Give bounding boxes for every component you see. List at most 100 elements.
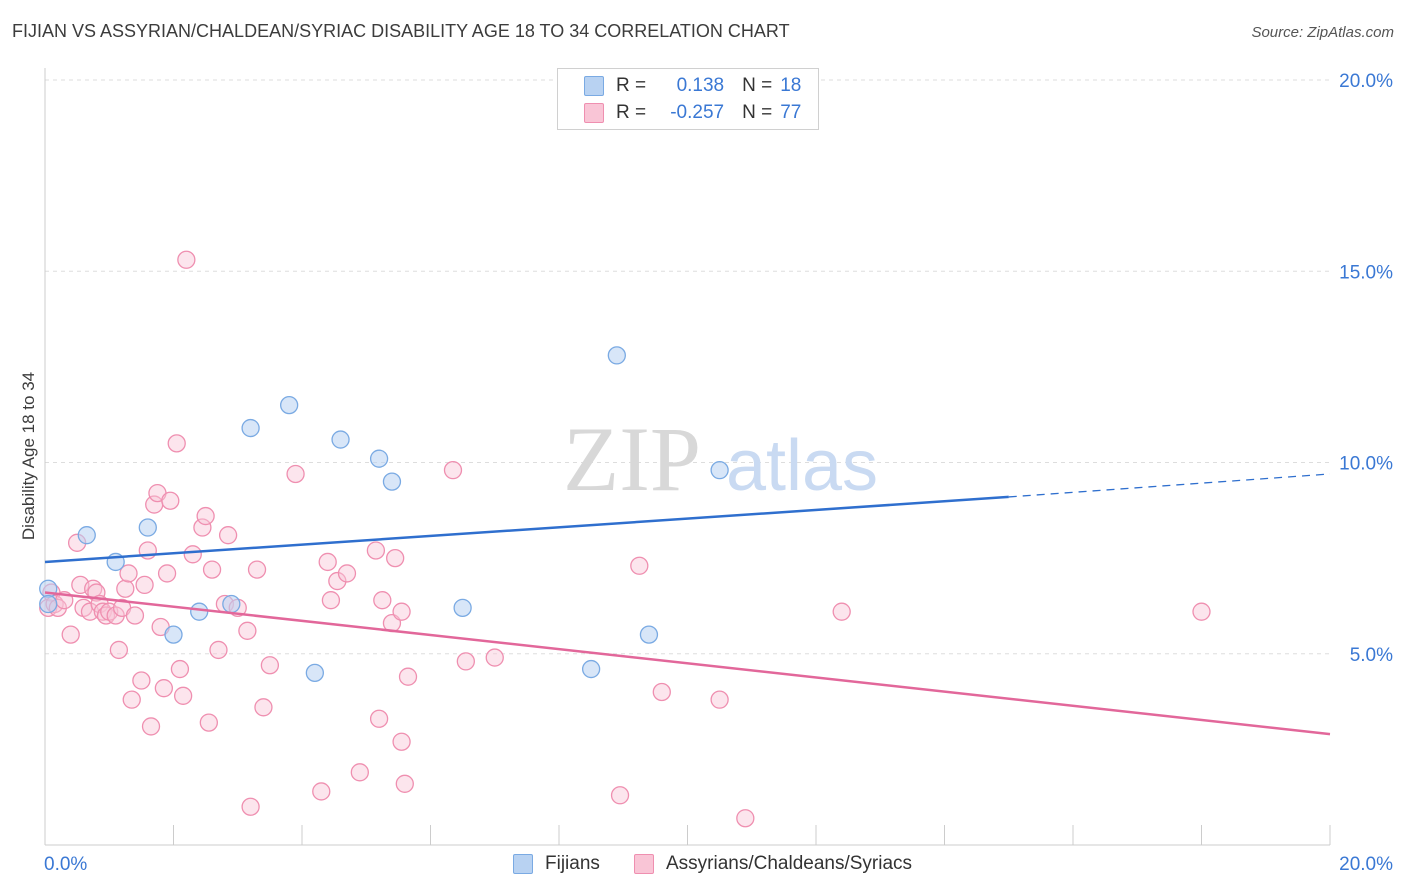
legend-item-fijians[interactable]: Fijians [513,850,600,878]
assyrian-point [177,250,196,269]
n-value: 77 [780,102,802,123]
y-tick-label: 10.0% [1339,454,1393,475]
assyrian-point [116,579,135,598]
assyrian-point [119,564,138,583]
assyrian-point [157,564,177,583]
assyrian-point [337,564,357,583]
x-tick-label: 0.0% [44,854,87,875]
source-label: Source: ZipAtlas.com [1251,24,1394,41]
assyrian-point [366,541,386,560]
fijian-point [382,472,402,491]
assyrian-point [161,491,180,510]
assyrian-point [350,763,369,782]
grid-lines [45,79,1330,655]
assyrian-point [652,682,671,702]
assyrian-point [202,560,222,579]
assyrian-point [209,640,228,660]
r-label: R = [616,102,647,123]
assyrian-point [395,774,414,793]
assyrian-point [736,809,755,828]
assyrian-point [260,656,280,675]
assyrian-point [456,652,475,671]
assyrian-point [369,709,389,728]
assyrian-trend-line [44,591,1331,736]
assyrian-point [610,786,630,805]
fijian-point [639,625,659,644]
tick-labels: 5.0% 10.0% 15.0% 20.0% 0.0% 20.0% [44,71,1393,875]
n-label: N = [742,75,773,96]
r-value: -0.257 [670,102,725,123]
assyrian-point [710,690,729,709]
assyrian-point [135,575,154,595]
r-value: 0.138 [676,75,725,96]
assyrian-point [218,526,238,545]
assyrian-point [173,686,193,705]
assyrians-swatch [634,854,654,874]
n-value: 18 [780,75,802,96]
assyrian-point [238,621,257,640]
assyrian-point [321,591,341,610]
assyrian-point [328,571,347,591]
assyrian-point [247,560,267,579]
fijian-point [305,663,325,683]
chart-title: FIJIAN VS ASSYRIAN/CHALDEAN/SYRIAC DISAB… [12,21,790,41]
series-legend: Fijians Assyrians/Chaldeans/Syriacs [0,850,1406,878]
legend-row-fijians: R = 0.138 N = 18 [584,73,801,99]
fijian-point [164,625,183,644]
fijian-point [241,418,260,438]
assyrian-point [386,548,405,568]
assyrian-point [398,667,418,686]
legend-label-fijians: Fijians [545,853,600,874]
fijian-point [39,594,58,614]
fijian-point [607,346,626,365]
fijian-point [138,518,157,537]
fijian-point [222,594,241,614]
assyrian-point [170,659,190,679]
assyrian-point [373,591,392,610]
assyrian-point [154,679,174,698]
fijian-point [581,659,601,679]
legend-item-assyrians[interactable]: Assyrians/Chaldeans/Syriacs [634,850,912,878]
axes [44,68,1331,846]
assyrian-point [1192,602,1211,621]
fijian-point [190,602,209,621]
y-tick-label: 20.0% [1339,71,1393,92]
fijian-point [77,526,96,545]
n-label: N = [742,102,773,123]
assyrian-point [167,434,186,453]
fijian-point [453,598,472,617]
assyrian-point [109,640,129,660]
fijian-point [369,449,389,468]
assyrian-point [183,545,202,564]
watermark-zip: ZIP [563,408,701,510]
assyrian-point [199,713,218,732]
assyrian-point [132,671,151,690]
assyrian-point [125,606,145,625]
assyrian-point [122,690,141,709]
assyrian-point [141,717,161,736]
assyrian-point [286,464,305,484]
assyrian-point [392,732,411,751]
y-tick-label: 5.0% [1350,645,1393,666]
trend-lines [44,473,1331,736]
watermark-atlas: atlas [726,426,878,506]
y-tick-label: 15.0% [1339,262,1393,283]
assyrian-point [193,518,212,537]
correlation-legend: R = 0.138 N = 18 R = -0.257 N = 77 [557,68,819,130]
assyrian-point [392,602,411,621]
assyrian-points [39,250,1211,828]
x-tick-label: 20.0% [1339,854,1393,875]
assyrian-point [254,698,273,717]
assyrian-point [312,782,331,801]
fijian-points [39,346,729,683]
legend-row-assyrians: R = -0.257 N = 77 [584,100,801,126]
r-label: R = [616,75,647,96]
legend-label-assyrians: Assyrians/Chaldeans/Syriacs [666,853,913,874]
assyrian-point [318,552,337,572]
fijians-swatch [584,76,604,96]
fijian-point [279,395,299,415]
fijian-trend-line [44,495,1009,564]
assyrians-swatch [584,103,604,123]
fijian-trend-extension [1008,473,1331,498]
